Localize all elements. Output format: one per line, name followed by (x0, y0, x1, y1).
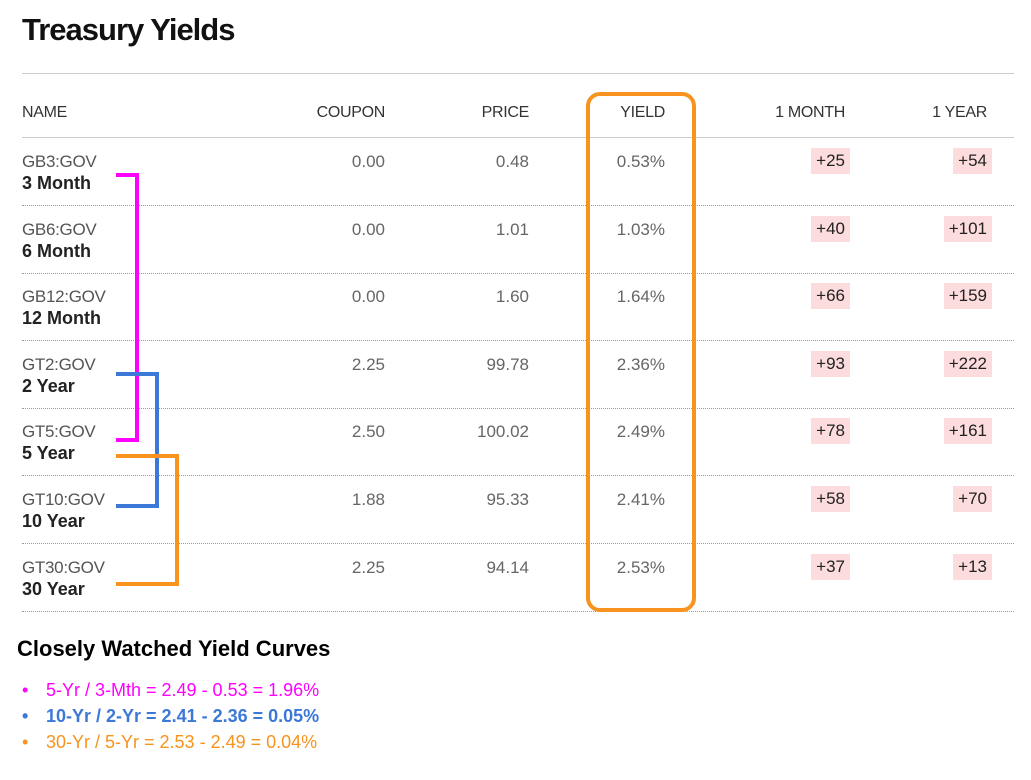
yield-curve-item: • 5-Yr / 3-Mth = 2.49 - 0.53 = 1.96% (22, 680, 319, 701)
column-header-1-year[interactable]: 1 YEAR (932, 104, 987, 121)
table-row[interactable]: GT2:GOV 2 Year 2.25 99.78 2.36% +93 +222 (0, 341, 1031, 409)
column-header-name[interactable]: NAME (22, 104, 68, 121)
change-1-year-badge: +159 (943, 283, 992, 310)
bracket-10yr-2yr (116, 372, 159, 508)
ticker-label: GB3:GOV (22, 152, 97, 171)
price-value: 1.01 (495, 219, 529, 239)
yield-value: 2.36% (616, 354, 665, 374)
change-1-year-badge: +101 (943, 215, 992, 242)
row-divider (22, 340, 1014, 342)
table-row[interactable]: GB12:GOV 12 Month 0.00 1.60 1.64% +66 +159 (0, 273, 1031, 342)
change-1-year-badge: +161 (943, 418, 992, 445)
yield-curve-text: 10-Yr / 2-Yr = 2.41 - 2.36 = 0.05% (46, 706, 320, 726)
term-label: 6 Month (22, 240, 91, 261)
column-header-1-month[interactable]: 1 MONTH (775, 104, 845, 121)
change-1-month-badge: +93 (811, 350, 850, 377)
change-1-month-badge: +40 (811, 215, 850, 242)
change-1-month-badge: +58 (811, 486, 850, 512)
coupon-value: 2.25 (351, 354, 385, 374)
column-header-yield[interactable]: YIELD (620, 104, 665, 121)
ticker-label: GT5:GOV (22, 422, 96, 442)
table-row[interactable]: GT10:GOV 10 Year 1.88 95.33 2.41% +58 +70 (0, 476, 1031, 544)
yield-curve-item: • 30-Yr / 5-Yr = 2.53 - 2.49 = 0.04% (22, 732, 317, 753)
coupon-value: 1.88 (351, 490, 385, 509)
term-label: 5 Year (22, 443, 75, 464)
row-divider (22, 407, 1014, 409)
bullet-dot-icon: • (22, 732, 29, 752)
change-1-month-badge: +37 (811, 553, 850, 580)
yield-value: 2.49% (616, 422, 665, 442)
change-1-month-badge: +25 (811, 148, 850, 174)
bullet-dot-icon: • (22, 680, 29, 700)
term-label: 2 Year (22, 375, 75, 396)
row-divider (22, 475, 1014, 477)
term-label: 3 Month (22, 173, 91, 193)
table-row[interactable]: GT30:GOV 30 Year 2.25 94.14 2.53% +37 +13 (0, 544, 1031, 612)
yield-value: 2.41% (616, 490, 665, 509)
change-1-month-badge: +78 (811, 418, 850, 445)
yield-value: 1.64% (616, 287, 665, 307)
row-divider (22, 272, 1014, 274)
column-header-price[interactable]: PRICE (481, 104, 530, 121)
table-row[interactable]: GB6:GOV 6 Month 0.00 1.01 1.03% +40 +101 (0, 206, 1031, 274)
coupon-value: 0.00 (351, 152, 385, 171)
row-divider (22, 610, 1014, 612)
term-label: 30 Year (22, 578, 85, 599)
price-value: 1.60 (495, 287, 529, 307)
price-value: 99.78 (486, 354, 529, 374)
yield-value: 2.53% (616, 557, 665, 577)
price-value: 94.14 (486, 557, 529, 577)
yield-curves-heading: Closely Watched Yield Curves (17, 636, 331, 661)
coupon-value: 2.50 (351, 422, 385, 442)
row-divider (22, 543, 1014, 544)
ticker-label: GB12:GOV (22, 287, 106, 307)
header-divider (22, 137, 1014, 138)
yield-value: 1.03% (616, 219, 665, 239)
table-row[interactable]: GB3:GOV 3 Month 0.00 0.48 0.53% +25 +54 (0, 138, 1031, 206)
ticker-label: GT30:GOV (22, 557, 105, 577)
term-label: 10 Year (22, 511, 85, 531)
yield-curve-text: 30-Yr / 5-Yr = 2.53 - 2.49 = 0.04% (46, 732, 318, 752)
title-divider (22, 73, 1014, 74)
price-value: 100.02 (477, 422, 529, 442)
coupon-value: 0.00 (351, 287, 385, 307)
ticker-label: GB6:GOV (22, 219, 97, 239)
page-title: Treasury Yields (22, 12, 235, 47)
price-value: 0.48 (495, 152, 529, 171)
yield-column-highlight (586, 92, 696, 612)
bracket-30yr-5yr (116, 454, 179, 586)
coupon-value: 2.25 (351, 557, 385, 577)
yield-curve-text: 5-Yr / 3-Mth = 2.49 - 0.53 = 1.96% (46, 680, 320, 700)
row-divider (22, 205, 1014, 206)
bracket-5yr-3mth (116, 173, 139, 442)
change-1-year-badge: +54 (953, 148, 992, 174)
change-1-year-badge: +222 (943, 350, 992, 377)
coupon-value: 0.00 (351, 219, 385, 239)
term-label: 12 Month (22, 308, 101, 329)
change-1-year-badge: +70 (953, 486, 992, 512)
yield-value: 0.53% (616, 152, 665, 171)
ticker-label: GT2:GOV (22, 354, 96, 374)
ticker-label: GT10:GOV (22, 490, 105, 509)
yield-curve-item: • 10-Yr / 2-Yr = 2.41 - 2.36 = 0.05% (22, 706, 319, 727)
change-1-month-badge: +66 (811, 283, 850, 310)
bullet-dot-icon: • (22, 706, 29, 726)
column-header-coupon[interactable]: COUPON (316, 104, 386, 121)
change-1-year-badge: +13 (953, 553, 992, 580)
table-row[interactable]: GT5:GOV 5 Year 2.50 100.02 2.49% +78 +161 (0, 408, 1031, 477)
price-value: 95.33 (486, 490, 529, 509)
